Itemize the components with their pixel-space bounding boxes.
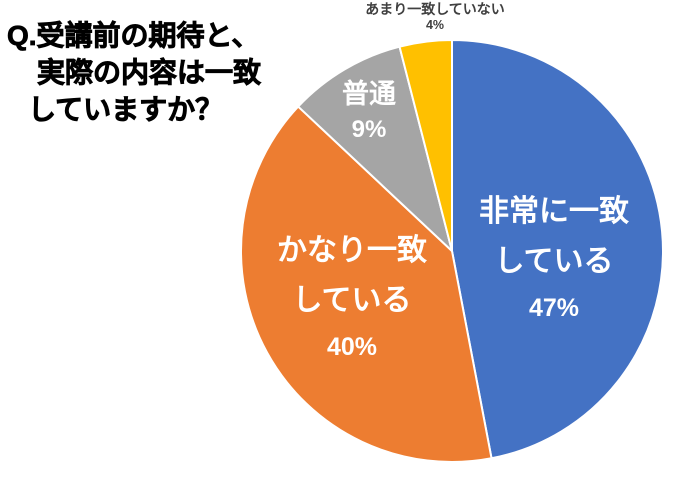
pie-slice-barely-match: [398, 39, 453, 252]
chart-title-line-1: Q.受講前の期待と、: [7, 20, 260, 52]
chart-title-line-3: していますか？: [28, 94, 224, 126]
pie-slice-neutral: [297, 45, 453, 252]
pie-slice-fairly-match: [240, 105, 493, 463]
chart-question-title: Q.受講前の期待と、 実際の内容は一致 していますか？: [7, 17, 262, 128]
pie-slice-strongly-match: [451, 39, 664, 460]
chart-title-line-2: 実際の内容は一致: [37, 57, 262, 89]
